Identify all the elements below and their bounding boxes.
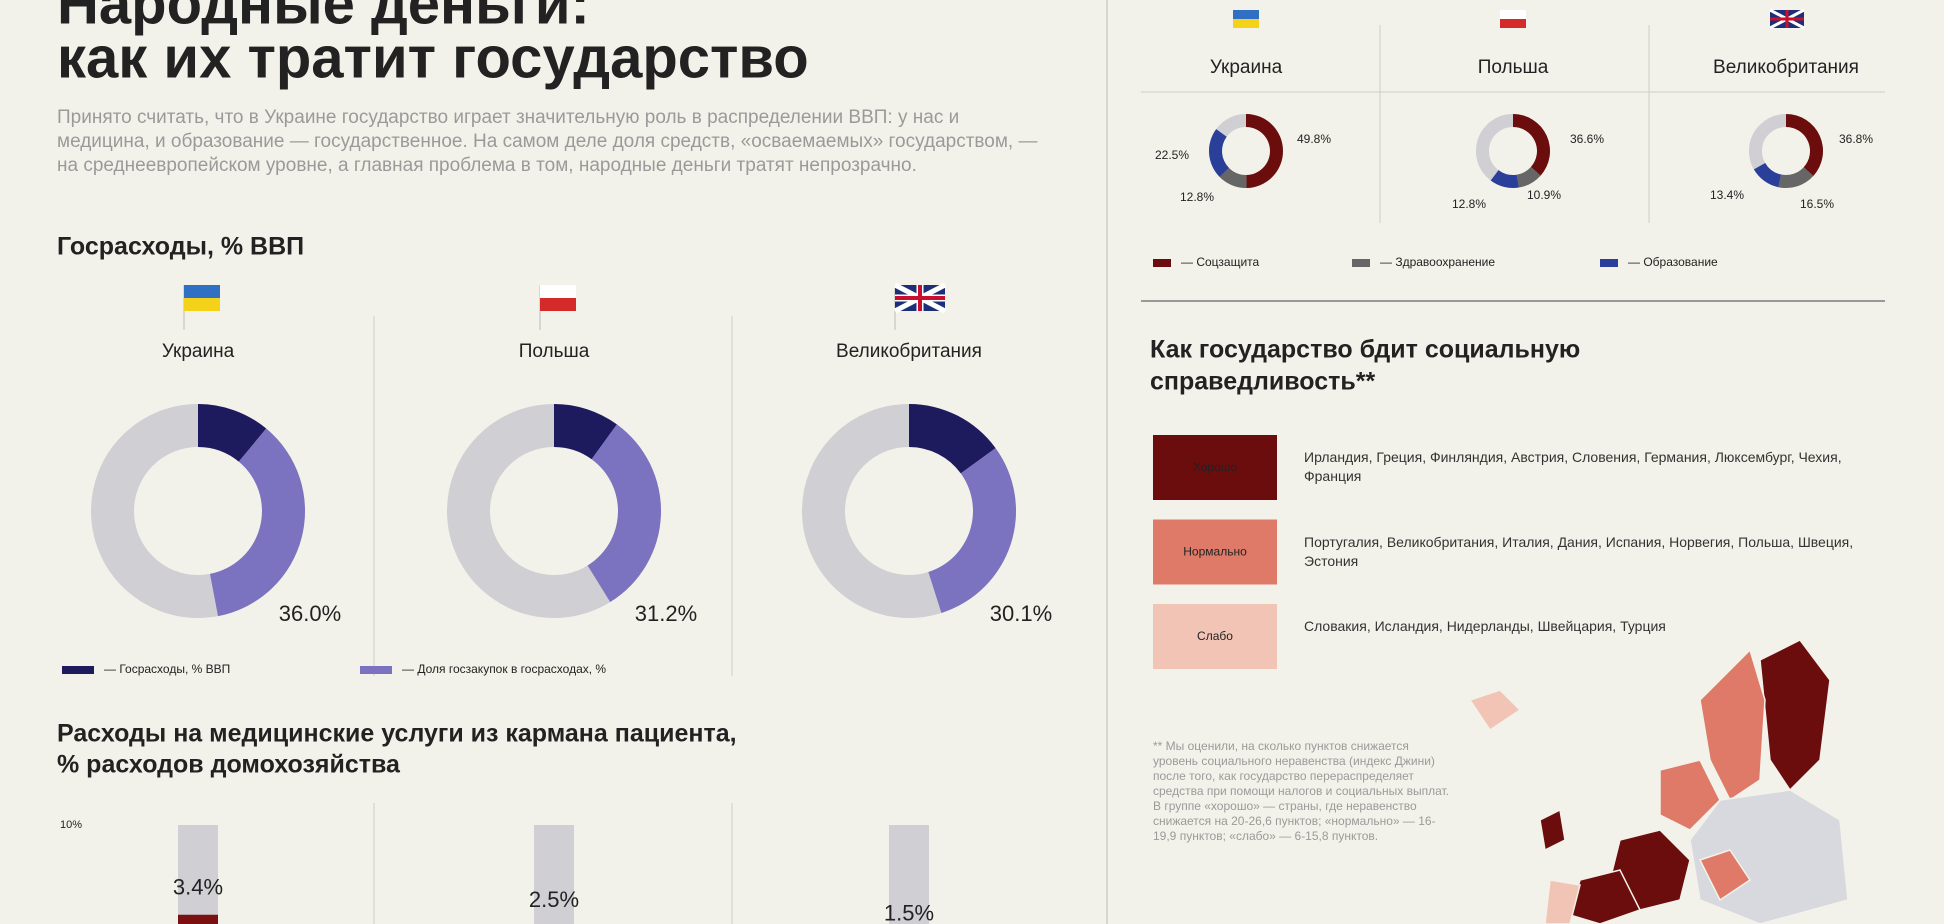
category-label: Польша: [1478, 57, 1549, 78]
legend-swatch: [62, 666, 94, 674]
donut-segment: [209, 428, 305, 617]
y-tick-label: 10%: [60, 819, 82, 831]
donut-segment: [1246, 114, 1284, 188]
section-title: Как государство бдит социальную: [1150, 336, 1580, 364]
donut-segment: [1516, 166, 1541, 188]
value-label: 2.5%: [529, 887, 579, 912]
legend-swatch: [1153, 259, 1171, 267]
legend-label: — Образование: [1628, 255, 1718, 269]
donut-segment: [1513, 114, 1551, 176]
country-list: Словакия, Исландия, Нидерланды, Швейцари…: [1304, 618, 1666, 634]
group-box: [1153, 604, 1277, 669]
donut-segment: [587, 424, 661, 603]
bar-track: [889, 825, 929, 924]
value-label: 49.8%: [1297, 132, 1331, 146]
donut-segment: [928, 448, 1017, 613]
value-label: 36.0%: [279, 601, 341, 626]
group-label: Хорошо: [1193, 460, 1238, 474]
title: как их тратит государство: [57, 25, 809, 90]
bar-track: [534, 825, 574, 924]
group-label: Слабо: [1197, 629, 1233, 643]
section-title: % расходов домохозяйства: [57, 751, 401, 779]
country-list: Португалия, Великобритания, Италия, Дани…: [1304, 533, 1854, 569]
country-list: Ирландия, Греция, Финляндия, Австрия, Сл…: [1304, 449, 1842, 484]
title: Народные деньги:: [57, 0, 590, 36]
donut-segment: [1778, 167, 1814, 189]
section-title: Расходы на медицинские услуги из кармана…: [57, 720, 737, 748]
donut-segment: [909, 404, 996, 474]
value-label: 16.5%: [1800, 197, 1834, 211]
bar: [178, 914, 218, 924]
value-label: 13.4%: [1710, 188, 1744, 202]
donut-segment: [1786, 114, 1824, 176]
legend-swatch: [360, 666, 392, 674]
intro: Принято считать, что в Украине государст…: [57, 107, 1038, 176]
flags: [183, 8, 1805, 330]
legend-swatch: [1352, 259, 1370, 267]
map: [1468, 639, 1849, 924]
legend-swatch: [1600, 259, 1618, 267]
legend-label: — Доля госзакупок в госрасходах, %: [402, 662, 606, 676]
section-title: Госрасходы, % ВВП: [57, 233, 304, 261]
value-label: 36.6%: [1570, 132, 1604, 146]
group-box: [1153, 519, 1277, 585]
bar-track: [178, 825, 218, 924]
donut-segment: [1490, 170, 1519, 188]
donut-segment: [198, 404, 267, 462]
group-box: [1153, 435, 1277, 500]
category-label: Украина: [1210, 57, 1283, 78]
donut-segment: [554, 404, 617, 460]
legend-label: — Госрасходы, % ВВП: [104, 662, 230, 676]
category-label: Великобритания: [836, 341, 982, 362]
value-label: 10.9%: [1527, 188, 1561, 202]
value-label: 31.2%: [635, 601, 697, 626]
category-label: Украина: [162, 341, 235, 362]
legend-label: — Здравоохранение: [1380, 255, 1495, 269]
value-label: 1.5%: [884, 900, 934, 924]
donut-segment: [1209, 129, 1229, 177]
legend-label: — Соцзащита: [1181, 255, 1260, 269]
value-label: 3.4%: [173, 875, 223, 900]
dividers: [373, 25, 1885, 924]
donut-segment: [1753, 162, 1782, 188]
footnote: ** Мы оценили, на сколько пунктов снижае…: [1153, 739, 1449, 843]
value-label: 30.1%: [990, 601, 1052, 626]
category-label: Польша: [519, 341, 590, 362]
value-label: 12.8%: [1180, 190, 1214, 204]
donut-segment: [1219, 167, 1247, 188]
category-label: Великобритания: [1713, 57, 1859, 78]
value-label: 12.8%: [1452, 197, 1486, 211]
value-label: 22.5%: [1155, 148, 1189, 162]
value-label: 36.8%: [1839, 132, 1873, 146]
section-title: справедливость**: [1150, 368, 1375, 396]
group-label: Нормально: [1183, 545, 1247, 559]
